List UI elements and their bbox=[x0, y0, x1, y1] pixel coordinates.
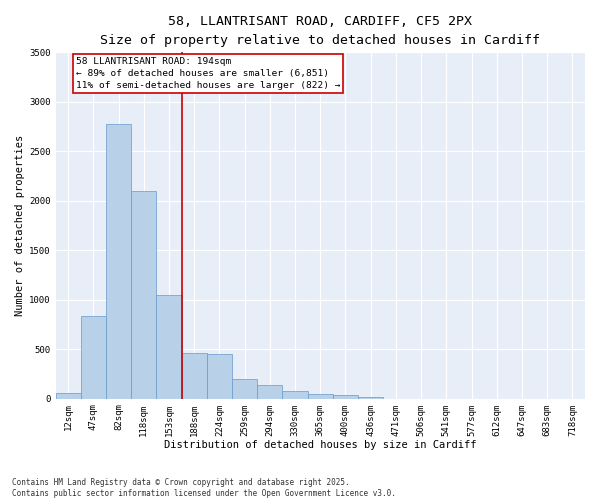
Text: Contains HM Land Registry data © Crown copyright and database right 2025.
Contai: Contains HM Land Registry data © Crown c… bbox=[12, 478, 396, 498]
Bar bbox=[283, 392, 308, 398]
Bar bbox=[131, 191, 157, 398]
Bar bbox=[81, 316, 106, 398]
Bar bbox=[232, 379, 257, 398]
Bar bbox=[157, 295, 182, 399]
Bar bbox=[56, 394, 81, 398]
X-axis label: Distribution of detached houses by size in Cardiff: Distribution of detached houses by size … bbox=[164, 440, 476, 450]
Bar bbox=[207, 354, 232, 399]
Bar bbox=[333, 396, 358, 398]
Title: 58, LLANTRISANT ROAD, CARDIFF, CF5 2PX
Size of property relative to detached hou: 58, LLANTRISANT ROAD, CARDIFF, CF5 2PX S… bbox=[100, 15, 540, 47]
Bar bbox=[308, 394, 333, 398]
Bar bbox=[106, 124, 131, 398]
Y-axis label: Number of detached properties: Number of detached properties bbox=[15, 135, 25, 316]
Bar bbox=[182, 353, 207, 399]
Text: 58 LLANTRISANT ROAD: 194sqm
← 89% of detached houses are smaller (6,851)
11% of : 58 LLANTRISANT ROAD: 194sqm ← 89% of det… bbox=[76, 58, 340, 90]
Bar bbox=[257, 385, 283, 398]
Bar bbox=[358, 396, 383, 398]
